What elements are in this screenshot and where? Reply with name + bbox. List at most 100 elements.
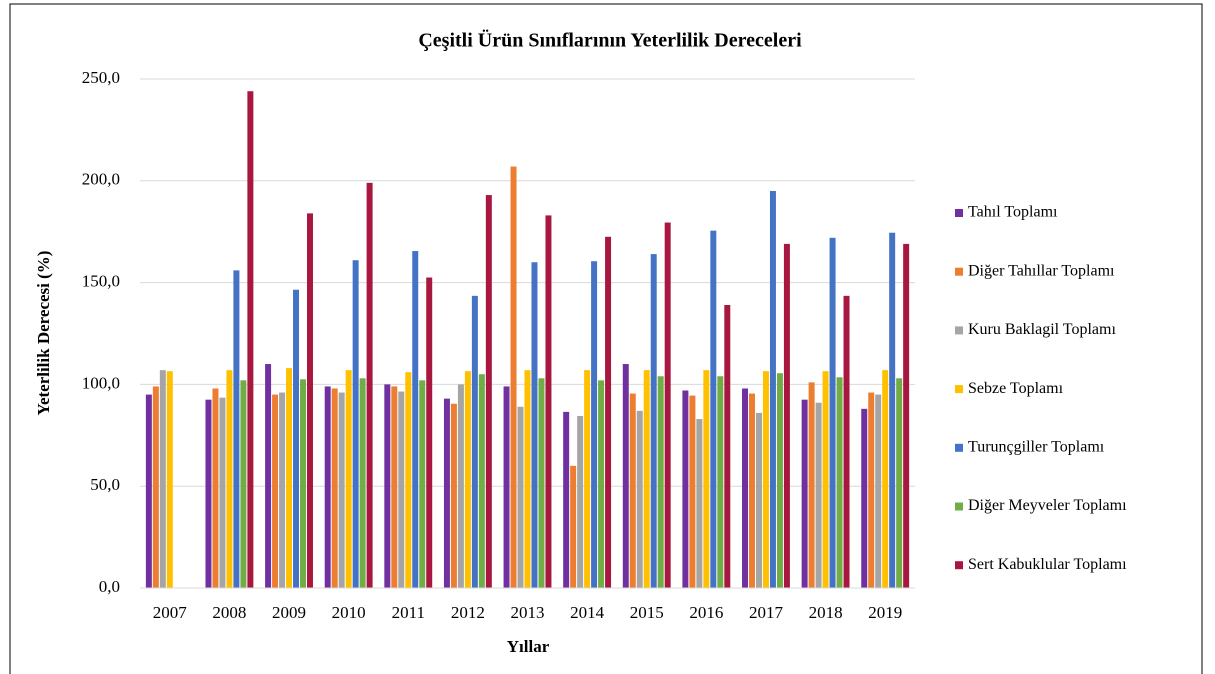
bar bbox=[636, 410, 643, 588]
bar bbox=[724, 304, 731, 588]
x-tick-label: 2017 bbox=[749, 603, 784, 622]
bar bbox=[769, 190, 776, 589]
bar bbox=[710, 230, 717, 588]
bar bbox=[443, 398, 450, 588]
legend-swatch bbox=[955, 502, 963, 511]
bar bbox=[629, 393, 636, 588]
bar bbox=[801, 399, 808, 588]
chart-border bbox=[9, 3, 1203, 674]
bar bbox=[338, 392, 345, 588]
legend-label: Sebze Toplamı bbox=[968, 380, 1064, 397]
bar bbox=[742, 388, 749, 588]
bar bbox=[212, 388, 219, 588]
y-tick-label: 50,0 bbox=[90, 475, 120, 494]
y-tick-label: 150,0 bbox=[82, 272, 120, 291]
bar bbox=[478, 374, 485, 588]
bar bbox=[622, 364, 629, 588]
y-tick-label: 0,0 bbox=[99, 577, 120, 596]
y-tick-label: 200,0 bbox=[82, 170, 120, 189]
bar bbox=[584, 370, 591, 588]
legend-swatch bbox=[955, 443, 963, 452]
legend-swatch bbox=[955, 209, 963, 217]
bar bbox=[643, 370, 650, 588]
x-tick-label: 2007 bbox=[153, 603, 188, 622]
bar bbox=[836, 377, 843, 588]
x-tick-label: 2011 bbox=[392, 603, 425, 622]
bar bbox=[598, 380, 605, 588]
bar bbox=[272, 394, 279, 588]
legend-label: Kuru Baklagil Toplamı bbox=[968, 321, 1116, 338]
bar bbox=[577, 415, 584, 588]
bar bbox=[703, 370, 710, 588]
bar bbox=[861, 408, 868, 588]
bar bbox=[896, 378, 903, 588]
bar bbox=[464, 371, 471, 588]
bar bbox=[240, 380, 247, 588]
bar bbox=[545, 215, 552, 589]
bar bbox=[843, 295, 850, 588]
bar bbox=[696, 419, 703, 588]
bar bbox=[293, 289, 300, 588]
bar bbox=[815, 402, 822, 588]
bar bbox=[563, 411, 570, 588]
bar bbox=[166, 371, 173, 588]
bar bbox=[324, 386, 331, 588]
x-axis-label: Yıllar bbox=[507, 637, 550, 656]
bar bbox=[903, 243, 910, 588]
bar bbox=[286, 368, 293, 588]
bar bbox=[689, 395, 696, 588]
legend-label: Tahıl Toplamı bbox=[968, 204, 1058, 221]
bar bbox=[591, 261, 598, 588]
bar bbox=[875, 394, 882, 588]
bar bbox=[749, 393, 755, 588]
bar bbox=[300, 379, 306, 588]
bar bbox=[531, 262, 538, 588]
legend-label: Turunçgiller Toplamı bbox=[968, 438, 1105, 455]
bar bbox=[426, 277, 433, 588]
bar bbox=[829, 237, 836, 589]
bar bbox=[517, 406, 524, 588]
bar bbox=[352, 260, 359, 588]
bar bbox=[306, 213, 313, 588]
bar bbox=[233, 270, 240, 588]
bar bbox=[650, 254, 657, 588]
bar bbox=[755, 412, 762, 588]
bar bbox=[822, 371, 829, 588]
legend-swatch bbox=[955, 385, 963, 394]
bar bbox=[657, 376, 664, 588]
bar bbox=[783, 243, 790, 588]
bar bbox=[419, 380, 426, 588]
x-tick-label: 2008 bbox=[212, 603, 246, 622]
bar bbox=[776, 373, 783, 588]
chart-title: Çeşitli Ürün Sınıflarının Yeterlilik Der… bbox=[418, 29, 802, 52]
bar bbox=[219, 397, 226, 588]
bar bbox=[398, 391, 405, 588]
bar bbox=[412, 251, 419, 589]
bar bbox=[762, 371, 769, 588]
legend-label: Sert Kabuklular Toplamı bbox=[968, 556, 1127, 573]
legend-swatch bbox=[955, 267, 963, 276]
legend-label: Diğer Tahıllar Toplamı bbox=[968, 262, 1115, 279]
bar bbox=[345, 370, 352, 588]
bar bbox=[279, 392, 286, 588]
bar bbox=[538, 378, 545, 588]
x-tick-label: 2013 bbox=[511, 603, 545, 622]
legend-swatch bbox=[955, 561, 963, 570]
legend-swatch bbox=[955, 326, 963, 335]
bar bbox=[359, 378, 366, 588]
bar bbox=[450, 403, 457, 588]
bar bbox=[405, 372, 412, 588]
bar bbox=[605, 236, 612, 589]
x-tick-label: 2019 bbox=[868, 603, 902, 622]
bar bbox=[524, 370, 531, 588]
y-tick-label: 250,0 bbox=[82, 68, 120, 87]
bar bbox=[664, 222, 671, 588]
bar bbox=[570, 465, 577, 588]
bar bbox=[159, 370, 166, 588]
bar bbox=[265, 364, 272, 588]
x-tick-label: 2018 bbox=[809, 603, 843, 622]
bar bbox=[503, 386, 510, 588]
bar bbox=[808, 382, 815, 588]
bar bbox=[205, 399, 212, 588]
